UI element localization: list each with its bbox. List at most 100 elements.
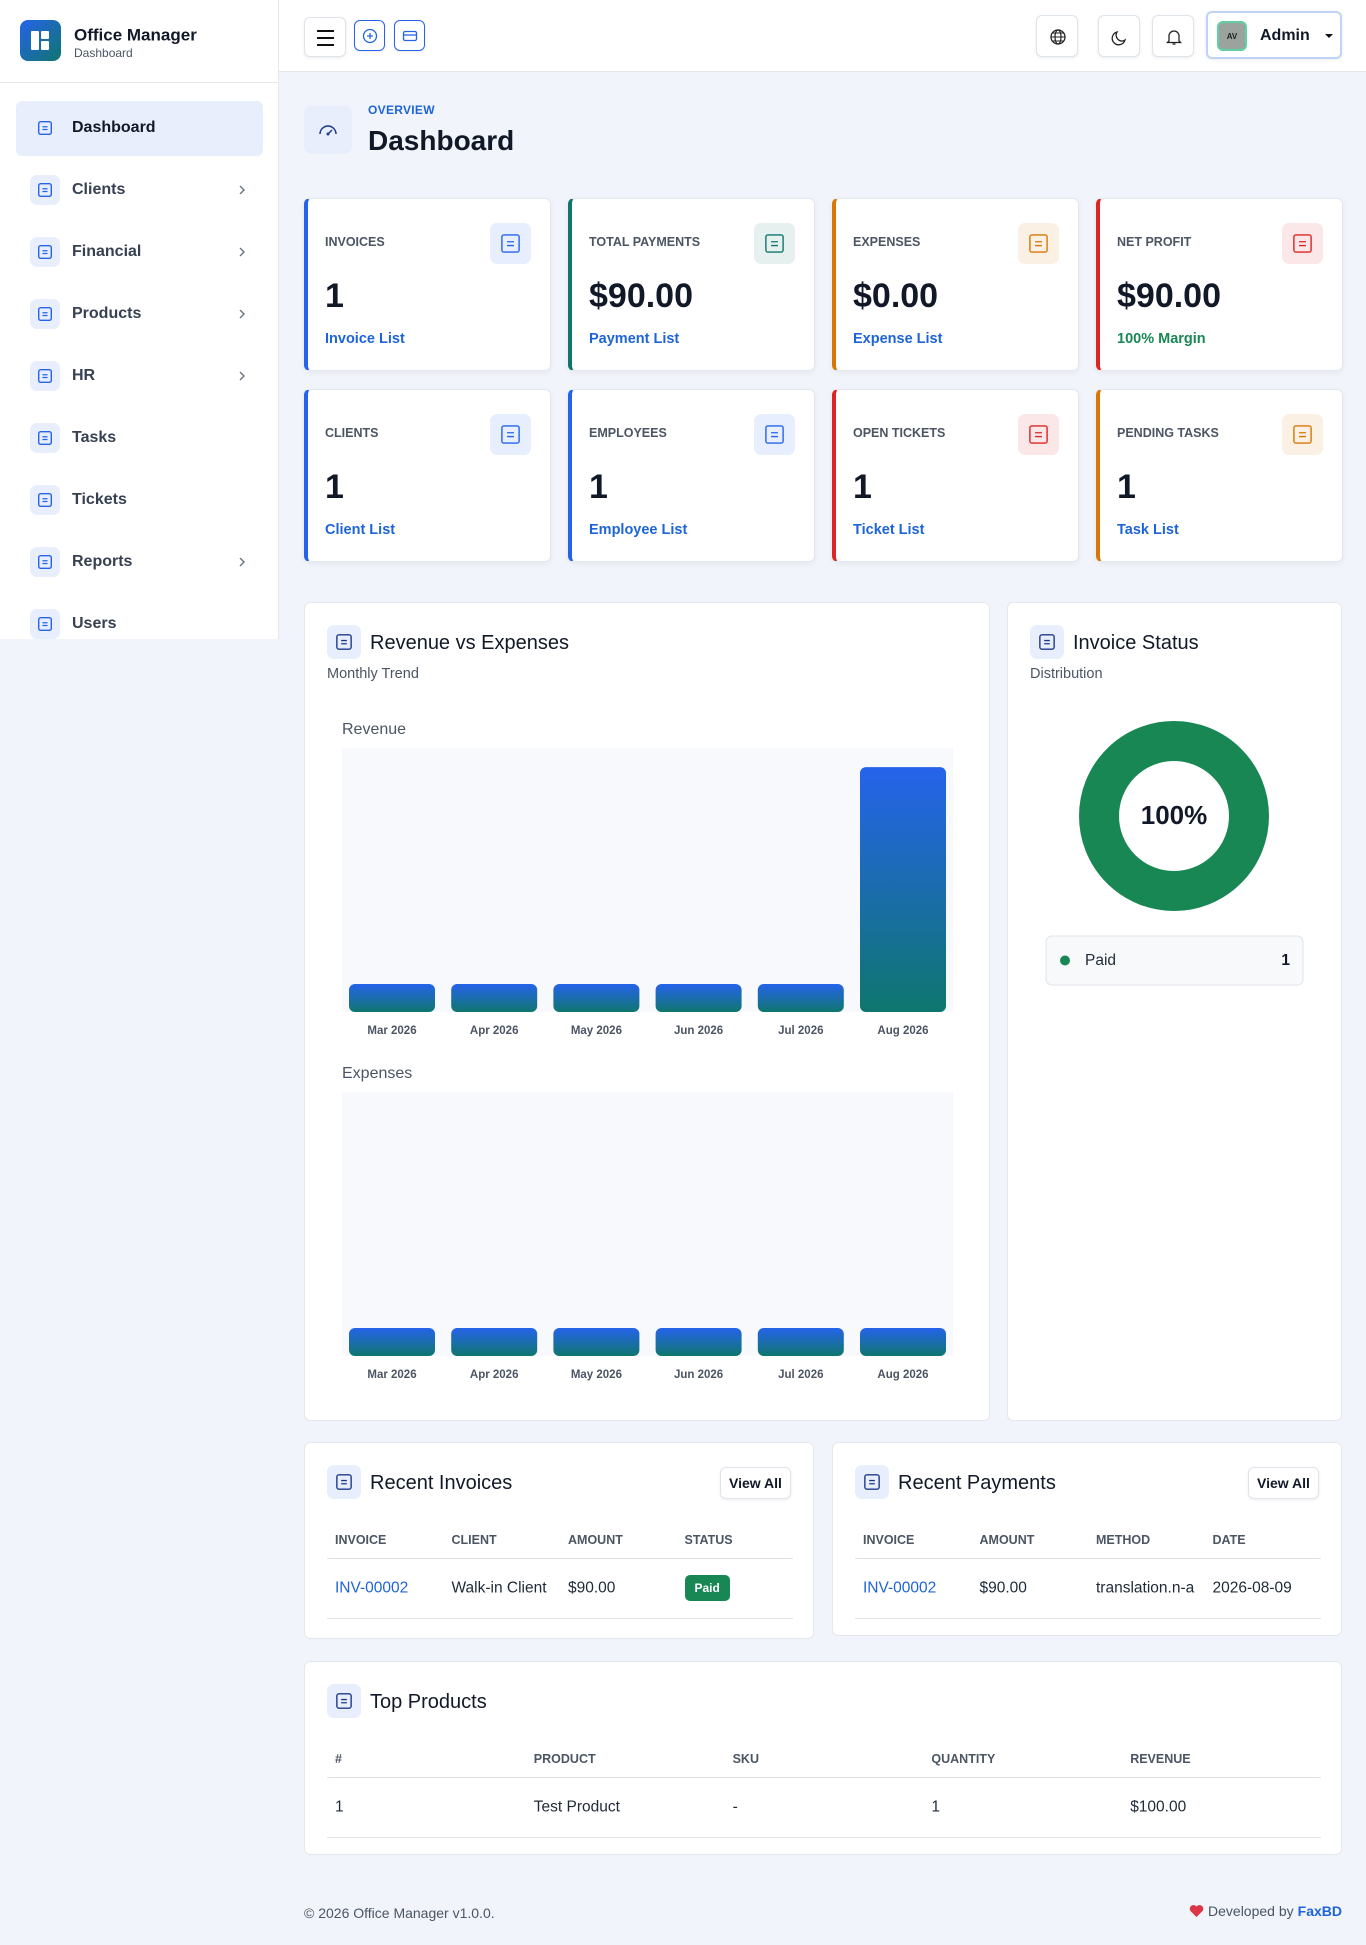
icon (765, 234, 784, 253)
view-all-button[interactable]: View All (720, 1467, 791, 1499)
icon-box (327, 1465, 361, 1499)
view-all-button[interactable]: View All (1248, 1467, 1319, 1499)
footer-credit: Developed by FaxBD (1189, 1904, 1342, 1918)
icon-glyph (869, 1479, 875, 1485)
icon (501, 234, 520, 253)
x-tick-label: Jun 2026 (674, 1369, 723, 1381)
bar (349, 984, 435, 1012)
stat-link[interactable]: Payment List (589, 330, 680, 347)
author-link[interactable]: FaxBD (1297, 1903, 1342, 1919)
icon (37, 120, 53, 136)
icon (37, 616, 53, 632)
icon-glyph (42, 250, 48, 255)
cell: 2026-08-09 (1212, 1579, 1292, 1597)
cell: translation.n-a (1096, 1579, 1195, 1597)
column-header: STATUS (684, 1532, 733, 1547)
quick-add[interactable] (354, 20, 385, 51)
stat-link[interactable]: Invoice List (325, 330, 405, 347)
nav-item[interactable]: Tickets (16, 473, 263, 528)
theme-toggle[interactable] (1098, 15, 1140, 57)
row-link[interactable]: INV-00002 (335, 1579, 409, 1597)
stat-link[interactable]: Expense List (853, 330, 943, 347)
x-tick-label: Jul 2026 (778, 1369, 823, 1381)
icon (37, 430, 53, 446)
stat-card: NET PROFIT $90.00 100% Margin (1096, 198, 1343, 371)
icon-box (30, 547, 60, 577)
icon-box (1018, 414, 1059, 455)
menu-toggle[interactable] (304, 17, 346, 57)
stat-label: CLIENTS (325, 425, 379, 440)
icon-glyph (37, 120, 53, 136)
stat-link[interactable]: Employee List (589, 521, 688, 538)
column-header: PRODUCT (533, 1751, 596, 1766)
language[interactable] (1036, 15, 1078, 57)
bar-charts: Revenue Mar 2026 Apr 2026 May 2026 Jun 2026 J… (342, 721, 953, 1381)
nav-item[interactable]: Tasks (16, 411, 263, 466)
icon-glyph (1044, 639, 1050, 645)
chevron (239, 371, 245, 381)
plot-area (342, 1092, 953, 1356)
recent-invoices-card: Recent Invoices View All INVOICE CLIENT AMOU… (304, 1442, 814, 1639)
notifications[interactable] (1152, 15, 1194, 57)
nav-item[interactable]: HR (16, 349, 263, 404)
header-rule (327, 1777, 1321, 1778)
nav-label: Reports (72, 553, 133, 570)
nav-label: Products (72, 305, 142, 322)
icon-glyph (864, 1474, 880, 1490)
icon-box (855, 1465, 889, 1499)
cell: 1 (335, 1798, 344, 1816)
icon-glyph (336, 1474, 352, 1490)
column-header: INVOICE (863, 1532, 915, 1547)
nav-item[interactable]: Financial (16, 225, 263, 280)
x-tick-label: May 2026 (571, 1025, 622, 1037)
user-menu[interactable]: AV Admin (1206, 11, 1342, 59)
cell: - (732, 1798, 738, 1816)
nav-item[interactable]: Reports (16, 535, 263, 590)
revenue-card: Revenue vs Expenses Monthly Trend Revenue M… (304, 602, 990, 1421)
icon-glyph (765, 234, 784, 253)
icon (501, 425, 520, 444)
icon-box (1282, 223, 1323, 264)
icon-glyph (37, 492, 53, 508)
icon (1165, 30, 1183, 45)
legend-swatch (1060, 955, 1070, 966)
nav-item[interactable]: Products (16, 287, 263, 342)
nav-label: Financial (72, 243, 142, 260)
bar (553, 1328, 640, 1356)
icon-box (1282, 414, 1323, 455)
icon-glyph (341, 1698, 347, 1704)
column-header: AMOUNT (568, 1532, 623, 1547)
row-link[interactable]: INV-00002 (863, 1579, 937, 1597)
icon-glyph (336, 634, 352, 650)
icon-glyph (771, 432, 778, 438)
icon-box (30, 299, 60, 329)
quick-payment[interactable] (394, 20, 425, 51)
stat-link[interactable]: Ticket List (853, 521, 925, 538)
legend-box (1045, 935, 1304, 986)
stat-card: INVOICES 1 Invoice List (304, 198, 551, 371)
legend-label: Paid (1085, 952, 1116, 969)
stat-label: EMPLOYEES (589, 425, 667, 440)
stat-card: EMPLOYEES 1 Employee List (568, 389, 815, 562)
bar (553, 984, 640, 1012)
icon-box (30, 361, 60, 391)
chevron-glyph (239, 371, 245, 381)
nav-item[interactable]: Clients (16, 163, 263, 218)
nav-item[interactable]: Users (16, 597, 263, 639)
card-subtitle: Distribution (1030, 665, 1103, 682)
x-tick-label: Aug 2026 (877, 1025, 928, 1037)
stat-link[interactable]: Task List (1117, 521, 1179, 538)
icon (864, 1474, 880, 1490)
icon-glyph (37, 244, 53, 260)
column-header: INVOICE (335, 1532, 387, 1547)
chevron-glyph (239, 247, 245, 257)
icon (37, 492, 53, 508)
stat-link[interactable]: 100% Margin (1117, 330, 1206, 347)
nav-label: Clients (72, 181, 126, 198)
column-header: SKU (732, 1751, 759, 1766)
icon-glyph (1293, 425, 1312, 444)
card-title: Recent Invoices (370, 1472, 513, 1494)
stat-link[interactable]: Client List (325, 521, 396, 538)
nav-item[interactable]: Dashboard (16, 101, 263, 156)
icon (1029, 234, 1048, 253)
